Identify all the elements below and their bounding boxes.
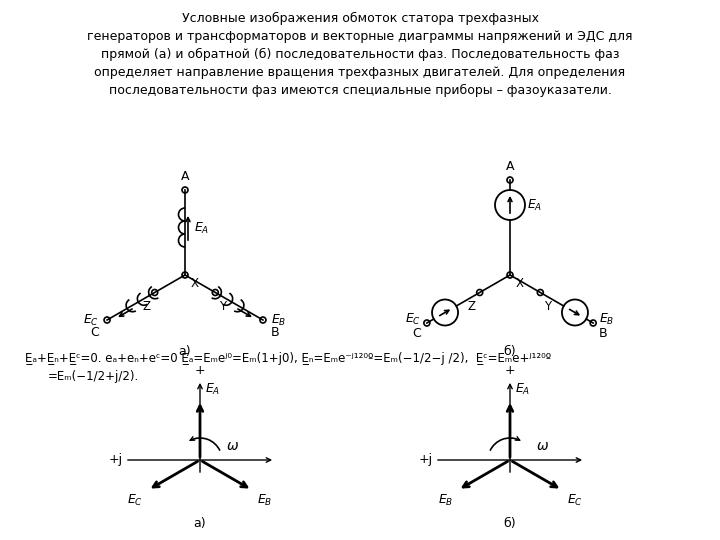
- Text: $E_B$: $E_B$: [599, 312, 614, 327]
- Text: +: +: [505, 364, 516, 377]
- Text: $E_C$: $E_C$: [405, 312, 421, 327]
- Text: $E_A$: $E_A$: [205, 382, 220, 397]
- Text: A: A: [505, 160, 514, 173]
- Text: а): а): [179, 345, 192, 358]
- Text: X: X: [191, 277, 199, 290]
- Text: б): б): [504, 517, 516, 530]
- Text: $E_B$: $E_B$: [438, 493, 453, 508]
- Text: $\omega$: $\omega$: [536, 439, 549, 453]
- Text: $\omega$: $\omega$: [226, 439, 239, 453]
- Text: Z: Z: [468, 300, 476, 313]
- Text: $E_B$: $E_B$: [257, 493, 272, 508]
- Text: B: B: [599, 327, 608, 340]
- Text: Z: Z: [143, 300, 150, 313]
- Text: б): б): [504, 345, 516, 358]
- Text: $E_C$: $E_C$: [127, 493, 143, 508]
- Text: E̲ₐ+E̲ₙ+E̲ᶜ=0. eₐ+eₙ+eᶜ=0 E̲ₐ=Eₘeʲ⁰=Eₘ(1+j0), E̲ₙ=Eₘe⁻ʲ¹²⁰º=Eₘ(−1/2−j /2),  E̲ᶜ=: E̲ₐ+E̲ₙ+E̲ᶜ=0. eₐ+eₙ+eᶜ=0 E̲ₐ=Eₘeʲ⁰=Eₘ(1…: [25, 352, 551, 365]
- Text: C: C: [412, 327, 421, 340]
- Text: а): а): [194, 517, 207, 530]
- Text: $E_A$: $E_A$: [527, 198, 542, 213]
- Text: +j: +j: [419, 454, 433, 467]
- Text: $E_A$: $E_A$: [194, 220, 210, 235]
- Text: $E_B$: $E_B$: [271, 313, 287, 328]
- Text: $E_C$: $E_C$: [83, 313, 99, 328]
- Text: C: C: [90, 326, 99, 339]
- Text: X: X: [516, 277, 524, 290]
- Text: +j: +j: [109, 454, 123, 467]
- Text: Y: Y: [220, 300, 226, 313]
- Text: A: A: [181, 170, 189, 183]
- Text: $E_A$: $E_A$: [515, 382, 531, 397]
- Text: Y: Y: [544, 300, 552, 313]
- Text: Условные изображения обмоток статора трехфазных
генераторов и трансформаторов и : Условные изображения обмоток статора тре…: [87, 12, 633, 97]
- Text: =Eₘ(−1/2+j/2).: =Eₘ(−1/2+j/2).: [48, 370, 139, 383]
- Text: B: B: [271, 326, 279, 339]
- Text: $E_C$: $E_C$: [567, 493, 583, 508]
- Text: +: +: [194, 364, 205, 377]
